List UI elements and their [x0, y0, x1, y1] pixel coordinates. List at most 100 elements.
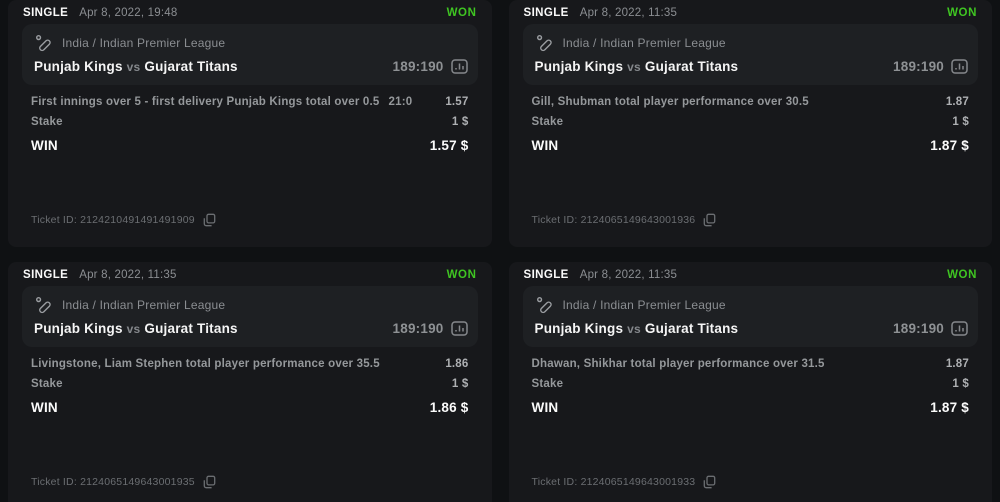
win-row: WIN 1.87 $	[532, 132, 970, 157]
stake-label: Stake	[31, 378, 63, 390]
bet-description: Dhawan, Shikhar total player performance…	[531, 358, 825, 370]
ticket-id-row: Ticket ID: 2124065149643001935	[22, 475, 478, 502]
bet-datetime: Apr 8, 2022, 19:48	[79, 7, 178, 19]
league-label: India / Indian Premier League	[62, 297, 226, 312]
copy-icon[interactable]	[203, 213, 216, 227]
bet-type-label: SINGLE	[523, 269, 569, 281]
ticket-header: SINGLE Apr 8, 2022, 19:48 WON	[22, 0, 478, 24]
vs-label: vs	[627, 322, 641, 336]
match-title: Punjab Kings vs Gujarat Titans	[34, 59, 238, 74]
team-home: Punjab Kings	[34, 59, 123, 74]
team-away: Gujarat Titans	[644, 321, 739, 336]
match-panel[interactable]: India / Indian Premier League Punjab Kin…	[22, 24, 478, 85]
win-label: WIN	[531, 400, 559, 415]
stake-label: Stake	[531, 116, 564, 128]
stake-row: Stake 1 $	[532, 374, 970, 394]
cricket-icon	[535, 33, 554, 52]
vs-label: vs	[627, 60, 641, 74]
ticket-id-label: Ticket ID: 2124210491491491909	[31, 214, 195, 226]
league-label: India / Indian Premier League	[62, 35, 226, 50]
league-row: India / Indian Premier League	[533, 295, 969, 314]
bet-datetime: Apr 8, 2022, 11:35	[579, 7, 678, 19]
stats-icon[interactable]	[951, 321, 968, 336]
bet-selection-row: Gill, Shubman total player performance o…	[532, 92, 970, 112]
match-score: 189:190	[392, 59, 444, 74]
stake-row: Stake 1 $	[532, 112, 970, 132]
match-panel[interactable]: India / Indian Premier League Punjab Kin…	[522, 286, 978, 347]
bet-odds: 1.87	[945, 96, 969, 108]
stake-row: Stake 1 $	[31, 374, 469, 394]
bet-ticket-card[interactable]: SINGLE Apr 8, 2022, 11:35 WON India / In…	[508, 0, 992, 247]
bet-selection-row: Livingstone, Liam Stephen total player p…	[31, 354, 469, 374]
status-badge: WON	[947, 7, 977, 19]
win-row: WIN 1.86 $	[31, 394, 469, 419]
stats-icon[interactable]	[450, 59, 468, 74]
vs-label: vs	[126, 322, 141, 336]
ticket-id-row: Ticket ID: 2124210491491491909	[22, 213, 478, 247]
bet-datetime: Apr 8, 2022, 11:35	[579, 269, 678, 281]
status-badge: WON	[446, 7, 477, 19]
bet-odds: 1.87	[945, 358, 969, 370]
bet-details: First innings over 5 - first delivery Pu…	[22, 92, 478, 157]
stake-label: Stake	[531, 378, 564, 390]
match-row: Punjab Kings vs Gujarat Titans 189:190	[533, 321, 969, 336]
bet-details: Dhawan, Shikhar total player performance…	[523, 354, 979, 419]
ticket-id-row: Ticket ID: 2124065149643001936	[523, 213, 979, 247]
stake-value: 1 $	[451, 378, 469, 390]
stats-icon[interactable]	[450, 321, 468, 336]
cricket-icon	[34, 33, 53, 52]
bet-type-label: SINGLE	[23, 7, 69, 19]
match-row: Punjab Kings vs Gujarat Titans 189:190	[533, 59, 969, 74]
bet-type-label: SINGLE	[23, 269, 69, 281]
match-title: Punjab Kings vs Gujarat Titans	[535, 59, 739, 74]
match-title: Punjab Kings vs Gujarat Titans	[535, 321, 739, 336]
stake-value: 1 $	[451, 116, 469, 128]
match-score: 189:190	[893, 59, 944, 74]
ticket-header: SINGLE Apr 8, 2022, 11:35 WON	[523, 0, 979, 24]
bet-selection-row: Dhawan, Shikhar total player performance…	[532, 354, 970, 374]
win-value: 1.57 $	[429, 138, 469, 153]
ticket-id-row: Ticket ID: 2124065149643001933	[523, 475, 979, 502]
team-home: Punjab Kings	[34, 321, 123, 336]
copy-icon[interactable]	[703, 213, 716, 227]
status-badge: WON	[446, 269, 477, 281]
ticket-id-label: Ticket ID: 2124065149643001935	[31, 476, 195, 488]
league-label: India / Indian Premier League	[562, 35, 726, 50]
team-away: Gujarat Titans	[144, 59, 238, 74]
ticket-header: SINGLE Apr 8, 2022, 11:35 WON	[22, 262, 478, 286]
bet-type-label: SINGLE	[523, 7, 569, 19]
bet-description: Livingstone, Liam Stephen total player p…	[31, 358, 380, 370]
bet-description: First innings over 5 - first delivery Pu…	[31, 96, 380, 108]
bet-ticket-card[interactable]: SINGLE Apr 8, 2022, 11:35 WON India / In…	[508, 262, 992, 502]
stake-value: 1 $	[952, 378, 969, 390]
cricket-icon	[34, 295, 53, 314]
league-row: India / Indian Premier League	[32, 295, 468, 314]
bet-ticket-card[interactable]: SINGLE Apr 8, 2022, 19:48 WON India / In…	[8, 0, 492, 247]
win-value: 1.87 $	[930, 138, 969, 153]
match-row: Punjab Kings vs Gujarat Titans 189:190	[32, 321, 468, 336]
win-value: 1.86 $	[429, 400, 469, 415]
copy-icon[interactable]	[703, 475, 716, 489]
match-panel[interactable]: India / Indian Premier League Punjab Kin…	[22, 286, 478, 347]
team-home: Punjab Kings	[534, 321, 624, 336]
win-value: 1.87 $	[930, 400, 969, 415]
match-score: 189:190	[893, 321, 944, 336]
ticket-header: SINGLE Apr 8, 2022, 11:35 WON	[523, 262, 979, 286]
match-panel[interactable]: India / Indian Premier League Punjab Kin…	[522, 24, 978, 85]
league-row: India / Indian Premier League	[533, 33, 969, 52]
team-away: Gujarat Titans	[644, 59, 739, 74]
bet-description: Gill, Shubman total player performance o…	[531, 96, 809, 108]
copy-icon[interactable]	[203, 475, 216, 489]
stake-value: 1 $	[952, 116, 969, 128]
stats-icon[interactable]	[951, 59, 968, 74]
bet-datetime: Apr 8, 2022, 11:35	[79, 269, 177, 281]
bet-ticket-card[interactable]: SINGLE Apr 8, 2022, 11:35 WON India / In…	[8, 262, 492, 502]
bet-odds: 1.57	[445, 96, 469, 108]
bet-odds: 1.86	[445, 358, 469, 370]
score-at-bet: 21:0	[388, 96, 413, 108]
win-label: WIN	[31, 138, 58, 153]
match-score: 189:190	[392, 321, 444, 336]
win-row: WIN 1.57 $	[31, 132, 469, 157]
ticket-id-label: Ticket ID: 2124065149643001936	[531, 214, 696, 226]
